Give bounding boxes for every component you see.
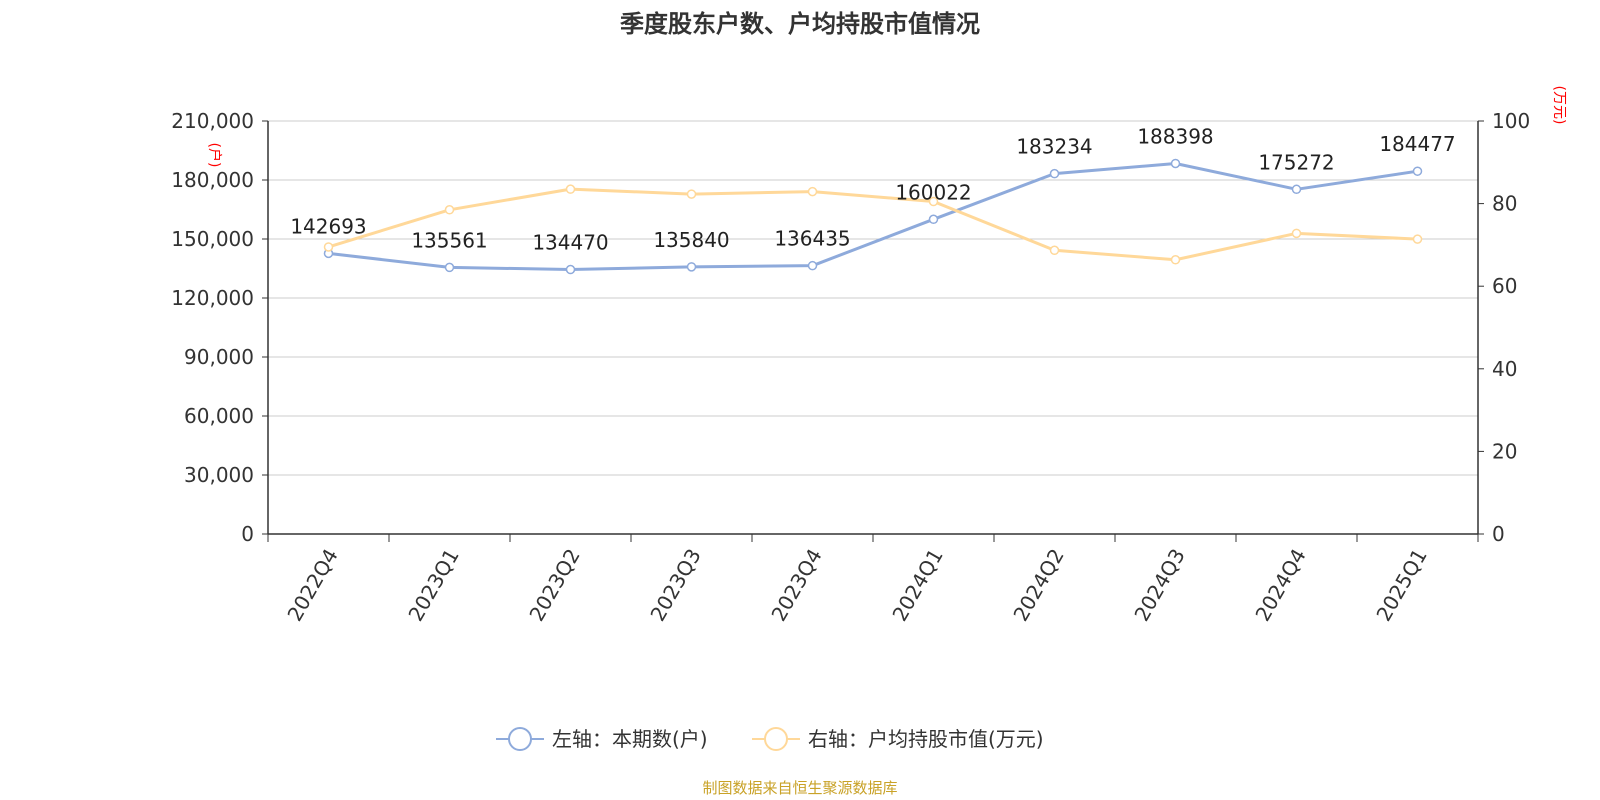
legend-marker-icon (764, 727, 788, 751)
left-axis-tick-label: 0 (241, 522, 254, 546)
series-2-point[interactable] (1291, 228, 1302, 239)
x-axis-tick-label: 2024Q1 (887, 545, 947, 626)
left-axis-tick-label: 120,000 (171, 286, 254, 310)
series-1-point[interactable] (1291, 184, 1302, 195)
legend-marker-icon (508, 727, 532, 751)
data-label: 135840 (653, 228, 729, 252)
data-labels: 142693 135561 134470 135840 136435 160022 1832… (290, 124, 1455, 254)
x-axis-tick-label: 2024Q2 (1008, 545, 1068, 626)
series-2-point[interactable] (1170, 255, 1181, 265)
series-2-point[interactable] (928, 196, 939, 207)
left-axis-tick-label: 30,000 (184, 463, 254, 487)
left-axis-unit: (户) (206, 143, 223, 168)
x-axis-tick-label: 2023Q2 (524, 545, 584, 626)
right-axis-tick-label: 20 (1492, 439, 1517, 463)
series-2-point[interactable] (323, 242, 334, 252)
x-axis-tick-label: 2023Q3 (645, 545, 705, 626)
right-axis-tick-label: 0 (1492, 522, 1505, 546)
data-label: 160022 (895, 180, 971, 204)
left-axis-tick-label: 60,000 (184, 404, 254, 428)
x-axis-tick-label: 2024Q4 (1250, 545, 1310, 626)
legend-item-2[interactable]: 右轴：户均持股市值(万元) (752, 727, 1044, 751)
series-1-point[interactable] (1170, 158, 1181, 169)
left-axis-tick-label: 90,000 (184, 345, 254, 369)
data-label: 183234 (1016, 135, 1092, 159)
x-axis-tick-label: 2024Q3 (1129, 545, 1189, 626)
data-label: 135561 (411, 228, 487, 252)
x-axis-tick-label: 2022Q4 (282, 545, 342, 626)
chart-title: 季度股东户数、户均持股市值情况 (620, 10, 980, 38)
series-line-2 (328, 187, 1418, 262)
series-line-1 (328, 161, 1418, 272)
series-1-point[interactable] (1049, 168, 1060, 179)
series-1-point[interactable] (444, 262, 455, 273)
left-axis-tick-label: 210,000 (171, 109, 254, 133)
series-1-point[interactable] (686, 262, 697, 272)
data-label: 188398 (1137, 124, 1213, 148)
x-axis-tick-label: 2023Q1 (403, 545, 463, 626)
x-axis-tick-label: 2025Q1 (1371, 545, 1431, 626)
x-axis-tick-label: 2023Q4 (766, 545, 826, 626)
right-axis-tick-label: 100 (1492, 109, 1530, 133)
right-axis-tick-label: 40 (1492, 357, 1517, 381)
series-2-point[interactable] (1412, 234, 1423, 244)
source-note: 制图数据来自恒生聚源数据库 (702, 779, 897, 797)
right-axis-tick-label: 80 (1492, 192, 1517, 216)
series-lines (323, 158, 1423, 275)
legend-label: 左轴：本期数(户) (552, 727, 708, 751)
right-axis-tick-label: 60 (1492, 274, 1517, 298)
right-axis-unit: (万元) (1551, 86, 1567, 125)
series-2-point[interactable] (807, 186, 818, 197)
axes: 0 30,000 60,000 90,000 120,000 150,000 180,000… (171, 86, 1567, 626)
data-label: 184477 (1379, 132, 1455, 156)
left-axis-tick-label: 180,000 (171, 168, 254, 192)
series-2-point[interactable] (686, 189, 697, 199)
data-label: 142693 (290, 214, 366, 238)
series-2-point[interactable] (444, 205, 455, 215)
series-1-point[interactable] (928, 214, 939, 225)
data-label: 134470 (532, 231, 608, 255)
series-1-point[interactable] (807, 260, 818, 271)
grid-lines (268, 120, 1478, 476)
legend[interactable]: 左轴：本期数(户) 右轴：户均持股市值(万元) (496, 727, 1044, 751)
data-label: 175272 (1258, 150, 1334, 174)
legend-label: 右轴：户均持股市值(万元) (808, 727, 1044, 751)
left-axis-tick-label: 150,000 (171, 227, 254, 251)
series-2-point[interactable] (1049, 245, 1060, 256)
series-1-point[interactable] (565, 264, 576, 275)
legend-item-1[interactable]: 左轴：本期数(户) (496, 727, 708, 751)
data-label: 136435 (774, 227, 850, 251)
series-2-point[interactable] (565, 184, 576, 194)
series-1-point[interactable] (1412, 166, 1423, 176)
